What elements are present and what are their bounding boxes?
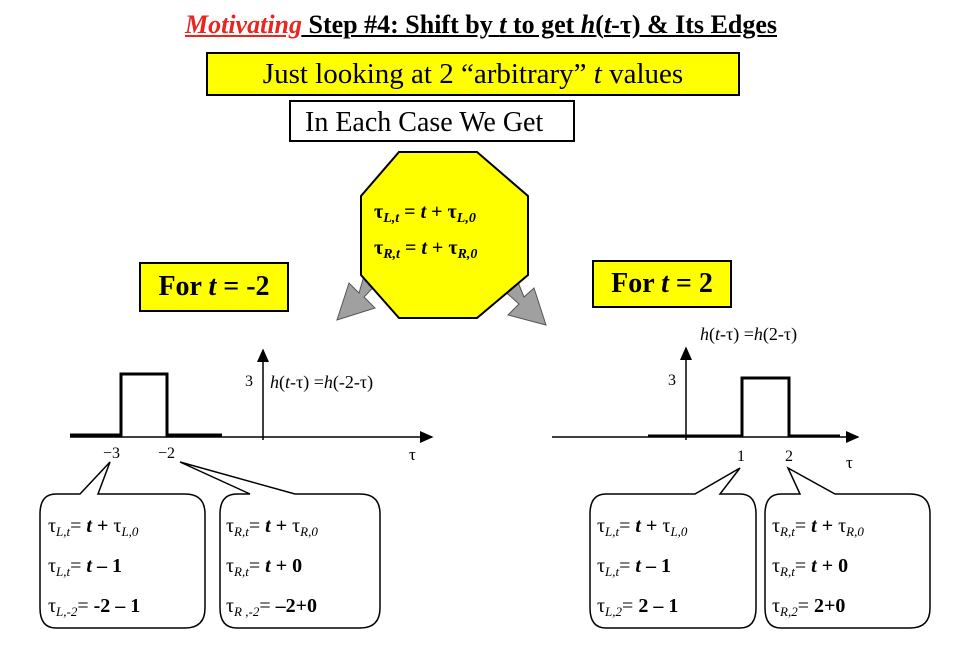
- callout-right-1: [589, 467, 757, 629]
- right-plot: 3 h(t-τ) =h(2-τ) 1 2 τ: [552, 324, 860, 472]
- callout-left-2: [179, 461, 381, 629]
- right-axis-label: τ: [846, 453, 853, 472]
- left-plot: 3 h(t-τ) =h(-2-τ) −3 −2 τ: [70, 348, 434, 464]
- title-motivating: Motivating: [184, 10, 302, 39]
- slide-title: Motivating Step #4: Shift by t to get h(…: [0, 10, 962, 40]
- left-pulse: [70, 372, 222, 437]
- left-tick-minus2: −2: [158, 445, 175, 462]
- right-tick-1: 1: [737, 448, 745, 465]
- left-tick-minus3: −3: [103, 445, 120, 462]
- looking-text: Just looking at 2 “arbitrary” t values: [262, 58, 684, 90]
- left-height-tick: 3: [245, 373, 253, 390]
- for-t-minus2-label: For t = -2: [139, 262, 289, 312]
- right-tick-2: 2: [785, 448, 793, 465]
- cr2-line2: τR,t= t + 0: [772, 555, 848, 579]
- callout-left-1: [39, 461, 206, 629]
- cr1-line2: τL,t= t – 1: [597, 555, 671, 579]
- left-axis-label: τ: [409, 445, 416, 464]
- right-height-tick: 3: [668, 372, 676, 389]
- looking-box: Just looking at 2 “arbitrary” t values: [206, 52, 740, 96]
- left-curve-label: h(t-τ) =h(-2-τ): [270, 372, 373, 393]
- callout-right-2: [764, 466, 931, 629]
- for-t-2-label: For t = 2: [592, 260, 732, 308]
- each-case-box: In Each Case We Get: [289, 100, 575, 142]
- octagon-shape: [360, 151, 529, 319]
- right-curve-label: h(t-τ) =h(2-τ): [700, 324, 797, 345]
- right-pulse: [648, 376, 840, 438]
- title-rest: Step #4: Shift by t to get h(t-τ) & Its …: [302, 10, 778, 39]
